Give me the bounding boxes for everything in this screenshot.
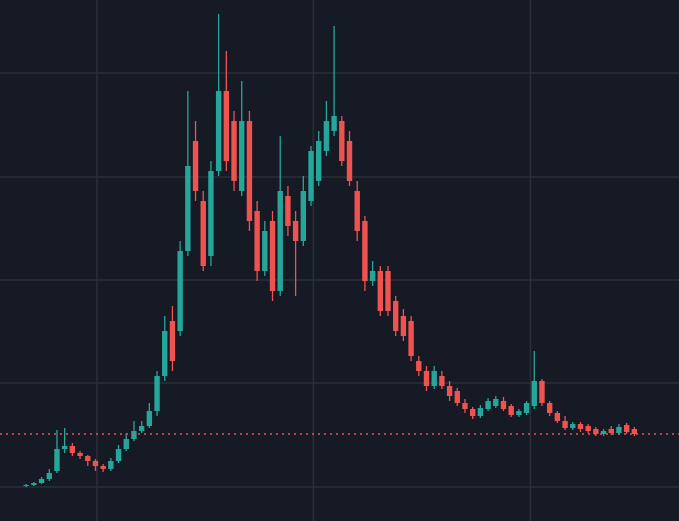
candle-body [439, 376, 445, 386]
candle-body [54, 449, 60, 471]
candle-body [523, 403, 530, 413]
candle-body [385, 271, 391, 311]
candle-body [408, 321, 414, 356]
candle-body [31, 483, 37, 485]
candle-body [300, 191, 307, 241]
candle-body [223, 91, 230, 161]
candle-body [208, 171, 214, 256]
candle-body [562, 421, 568, 428]
candle-body [123, 439, 129, 449]
candle-body [539, 381, 545, 403]
candle-body [169, 321, 176, 361]
candle-body [631, 429, 638, 434]
candle-body [462, 403, 468, 409]
candle-body [77, 453, 83, 456]
candle-body [546, 403, 553, 413]
candle-body [239, 121, 245, 191]
candle-body [531, 381, 537, 406]
candle-body [493, 399, 499, 406]
candle-body [254, 211, 260, 271]
candle-body [38, 479, 45, 483]
candle-body [262, 231, 268, 271]
candle-body [400, 316, 407, 336]
candle-body [616, 427, 622, 433]
candle-body [231, 121, 237, 181]
candle-body [423, 371, 430, 386]
candle-body [446, 386, 453, 396]
candle-body [323, 121, 330, 151]
candle-body [593, 429, 599, 434]
candle-body [85, 456, 91, 461]
candle-body [92, 461, 99, 466]
candle-body [131, 431, 137, 439]
candle-body [477, 408, 484, 416]
candle-body [369, 271, 376, 281]
candle-body [115, 449, 122, 461]
candle-body [162, 331, 168, 376]
candle-body [246, 121, 253, 221]
candle-body [61, 446, 68, 449]
candle-body [331, 116, 337, 131]
candle-body [200, 201, 206, 266]
candle-body [416, 361, 422, 371]
candle-body [608, 429, 614, 433]
candle-body [516, 411, 522, 415]
candle-body [600, 431, 607, 434]
candle-body [585, 426, 591, 431]
candle-body [362, 221, 368, 281]
candle-body [308, 151, 314, 201]
candle-body [177, 251, 183, 331]
candle-body [377, 271, 383, 311]
candle-body [154, 376, 160, 411]
candle-body [69, 446, 76, 453]
candle-body [192, 141, 199, 191]
candle-body [46, 473, 52, 479]
candle-body [100, 466, 106, 469]
candle-body [185, 166, 191, 251]
candle-body [570, 424, 576, 428]
candle-body [316, 141, 322, 181]
candle-body [554, 413, 561, 421]
candle-body [108, 461, 114, 469]
candle-body [138, 426, 145, 431]
candle-body [485, 401, 491, 409]
candle-body [500, 401, 507, 409]
candle-body [577, 424, 584, 429]
candle-body [292, 221, 299, 241]
candle-body [146, 411, 153, 426]
candle-body [469, 409, 476, 416]
candle-body [454, 391, 460, 403]
candle-body [215, 91, 222, 171]
candle-body [431, 371, 437, 386]
candle-body [269, 221, 276, 291]
candle-body [354, 191, 360, 231]
candle-body [508, 406, 514, 415]
candle-body [339, 121, 345, 161]
candle-body [285, 196, 291, 226]
candle-body [623, 425, 630, 432]
candle-body [346, 141, 353, 181]
candle-body [393, 301, 399, 331]
candle-body [23, 485, 29, 486]
candle-body [277, 191, 283, 291]
